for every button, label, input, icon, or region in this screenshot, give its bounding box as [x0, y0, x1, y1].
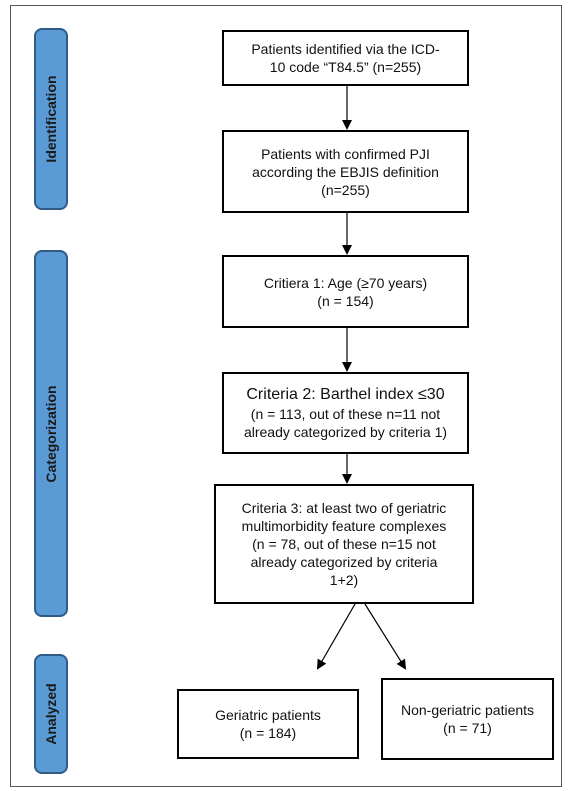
box-criteria-2-detail: (n = 113, out of these n=11 not already …	[243, 406, 448, 440]
box-criteria-3-text: Criteria 3: at least two of geriatric mu…	[241, 500, 447, 588]
stage-categorization: Categorization	[34, 250, 68, 617]
stage-identification: Identification	[34, 28, 68, 210]
box-criteria-2-title: Criteria 2: Barthel index ≤30	[246, 386, 445, 403]
box-non-geriatric-patients: Non-geriatric patients (n = 71)	[381, 678, 554, 760]
box-patients-identified: Patients identified via the ICD- 10 code…	[222, 30, 469, 86]
box-criteria-2: Criteria 2: Barthel index ≤30 (n = 113, …	[222, 372, 469, 454]
box-criteria-3: Criteria 3: at least two of geriatric mu…	[214, 484, 474, 604]
arrow-criteria-3-to-geriatric	[316, 603, 356, 670]
box-geriatric-patients-text: Geriatric patients (n = 184)	[215, 707, 321, 741]
box-geriatric-patients: Geriatric patients (n = 184)	[177, 689, 359, 759]
box-criteria-1-text: Critiera 1: Age (≥70 years) (n = 154)	[263, 274, 428, 309]
box-patients-identified-text: Patients identified via the ICD- 10 code…	[251, 41, 440, 75]
box-non-geriatric-patients-text: Non-geriatric patients (n = 71)	[400, 702, 535, 736]
box-criteria-1: Critiera 1: Age (≥70 years) (n = 154)	[222, 255, 469, 328]
stage-analyzed: Analyzed	[34, 654, 68, 774]
box-confirmed-pji: Patients with confirmed PJI according th…	[222, 130, 469, 213]
arrow-criteria-3-to-non-geriatric	[364, 603, 407, 670]
figure-frame	[10, 5, 562, 787]
box-confirmed-pji-text: Patients with confirmed PJI according th…	[252, 145, 439, 198]
